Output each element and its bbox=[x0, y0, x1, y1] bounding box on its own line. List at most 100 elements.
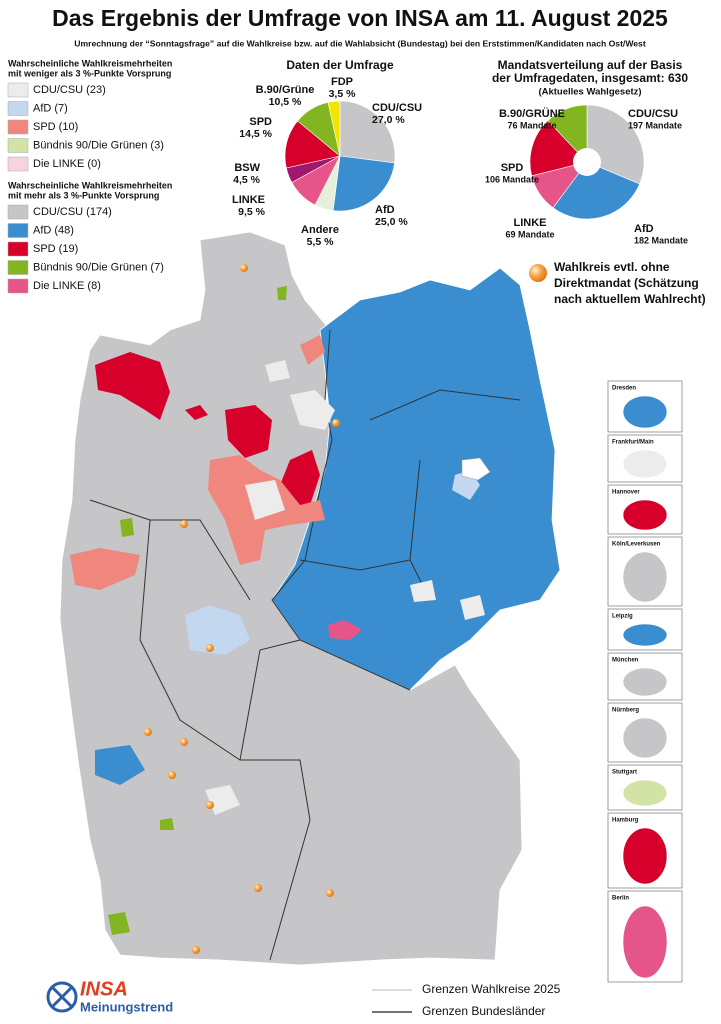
slice-label: B.90/GRÜNE bbox=[499, 107, 565, 120]
inset-label: Dresden bbox=[612, 386, 636, 392]
slice-value: 106 Mandate bbox=[485, 174, 539, 184]
slice-label: SPD bbox=[501, 162, 524, 174]
marker bbox=[192, 946, 200, 954]
legend-swatch bbox=[7, 119, 29, 135]
slice-value: 69 Mandate bbox=[505, 229, 554, 239]
slice-label: LINKE bbox=[514, 217, 547, 229]
marker-legend-icon bbox=[529, 264, 547, 282]
pie-slice bbox=[327, 100, 341, 157]
legend-title: Wahrscheinliche Wahlkreismehrheiten bbox=[8, 58, 172, 68]
inset-label: Hamburg bbox=[612, 818, 639, 824]
map-region-linke bbox=[328, 620, 362, 640]
chart-title: der Umfragedaten, insgesamt: 630 bbox=[492, 71, 688, 85]
marker bbox=[180, 738, 188, 746]
map-region-berlin bbox=[461, 457, 491, 481]
marker bbox=[332, 419, 340, 427]
slice-value: 27,0 % bbox=[372, 114, 405, 126]
marker-note: Direktmandat (Schätzung bbox=[554, 276, 699, 290]
inset-label: Hannover bbox=[612, 490, 640, 496]
map-region-spd bbox=[280, 450, 320, 505]
legend-swatch bbox=[7, 82, 29, 98]
subtitle: Umrechnung der “Sonntagsfrage” auf die W… bbox=[74, 38, 646, 48]
legend-swatch bbox=[7, 138, 29, 153]
legend-title: mit mehr als 3 %-Punkte Vorsprung bbox=[8, 190, 159, 200]
marker bbox=[206, 644, 214, 652]
slice-label: SPD bbox=[249, 116, 272, 128]
legend-swatch bbox=[7, 241, 29, 257]
legend-label: AfD (48) bbox=[33, 224, 74, 236]
legend-label: Bündnis 90/Die Grünen (7) bbox=[33, 261, 164, 273]
inset-label: München bbox=[612, 658, 639, 664]
legend-swatch bbox=[7, 260, 29, 275]
map-region-spd-close bbox=[70, 548, 140, 590]
map-region-spd bbox=[95, 352, 170, 420]
map-legend-label: Grenzen Wahlkreise 2025 bbox=[422, 982, 561, 996]
legend-swatch bbox=[7, 101, 29, 116]
inset-map bbox=[622, 395, 668, 429]
chart-title: Mandatsverteilung auf der Basis bbox=[498, 58, 683, 72]
marker bbox=[254, 884, 262, 892]
slice-label: B.90/Grüne bbox=[256, 84, 315, 96]
legend-title: Wahrscheinliche Wahlkreismehrheiten bbox=[8, 180, 172, 190]
inset-map bbox=[622, 623, 668, 647]
marker bbox=[240, 264, 248, 272]
logo-tagline: Meinungstrend bbox=[80, 999, 173, 1014]
pie-slice bbox=[529, 120, 588, 177]
slice-value: 182 Mandate bbox=[634, 235, 688, 245]
slice-value: 10,5 % bbox=[269, 96, 302, 108]
slice-label: BSW bbox=[234, 162, 260, 174]
slice-label: AfD bbox=[375, 204, 395, 216]
inset-map bbox=[622, 827, 668, 885]
pie-slice bbox=[586, 104, 645, 185]
slice-value: 9,5 % bbox=[238, 206, 266, 218]
inset-map bbox=[622, 667, 668, 697]
slice-value: 3,5 % bbox=[329, 88, 357, 100]
marker bbox=[206, 801, 214, 809]
slice-value: 25,0 % bbox=[375, 216, 408, 228]
legend-label: SPD (19) bbox=[33, 243, 78, 255]
legend-label: Die LINKE (8) bbox=[33, 280, 101, 292]
logo-brand: INSA bbox=[80, 978, 128, 1000]
legend-swatch bbox=[7, 278, 29, 294]
legend-swatch bbox=[7, 204, 29, 220]
pie-hole bbox=[573, 148, 601, 176]
inset-label: Berlin bbox=[612, 896, 629, 902]
legend-swatch bbox=[7, 156, 29, 172]
marker bbox=[144, 728, 152, 736]
slice-value: 197 Mandate bbox=[628, 120, 682, 130]
pie-slice bbox=[332, 155, 395, 212]
pie-slice bbox=[552, 161, 641, 220]
slice-label: CDU/CSU bbox=[628, 108, 678, 120]
legend-label: CDU/CSU (23) bbox=[33, 84, 106, 96]
pie-slice bbox=[339, 100, 396, 164]
legend-label: Die LINKE (0) bbox=[33, 158, 101, 170]
marker bbox=[168, 771, 176, 779]
slice-label: LINKE bbox=[232, 194, 265, 206]
legend-title: mit weniger als 3 %-Punkte Vorsprung bbox=[8, 68, 171, 78]
slice-label: CDU/CSU bbox=[372, 102, 422, 114]
chart-title: (Aktuelles Wahlgesetz) bbox=[538, 87, 641, 98]
title: Das Ergebnis der Umfrage von INSA am 11.… bbox=[52, 5, 668, 31]
map-region-spd bbox=[225, 405, 272, 458]
inset-map bbox=[622, 499, 668, 531]
map-region-cdu-close bbox=[205, 360, 485, 815]
slice-label: AfD bbox=[634, 223, 654, 235]
inset-label: Leipzig bbox=[612, 614, 633, 620]
slice-label: Andere bbox=[301, 224, 339, 236]
map-region-afd-close bbox=[185, 605, 250, 655]
slice-value: 76 Mandate bbox=[507, 120, 556, 130]
map-region-afd bbox=[95, 745, 145, 785]
inset-map bbox=[622, 905, 668, 979]
inset-label: Stuttgart bbox=[612, 770, 637, 776]
slice-value: 5,5 % bbox=[307, 236, 335, 248]
inset-label: Köln/Leverkusen bbox=[612, 542, 661, 548]
slice-value: 14,5 % bbox=[239, 128, 272, 140]
slice-value: 4,5 % bbox=[233, 174, 261, 186]
inset-map bbox=[622, 717, 668, 759]
legend-label: SPD (10) bbox=[33, 121, 78, 133]
legend-label: Bündnis 90/Die Grünen (3) bbox=[33, 139, 164, 151]
marker-note: nach aktuellem Wahlrecht) bbox=[554, 292, 706, 306]
inset-label: Nürnberg bbox=[612, 708, 639, 714]
map-region-spd bbox=[185, 405, 208, 420]
